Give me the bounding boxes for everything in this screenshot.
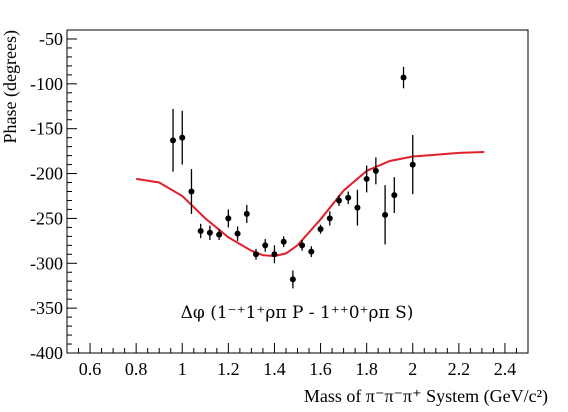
y-tick-label: -350 (30, 298, 63, 318)
phase-annotation: Δφ (1⁻⁺1⁺ρπ P - 1⁺⁺0⁺ρπ S) (181, 303, 414, 323)
data-point (234, 230, 241, 237)
data-point (179, 134, 186, 141)
data-point (225, 215, 232, 222)
x-tick-label: 1.6 (309, 359, 332, 379)
data-point (206, 229, 213, 236)
y-tick-label: -150 (30, 119, 63, 139)
data-point (299, 242, 306, 249)
x-tick-label: 2 (408, 359, 417, 379)
y-tick-label: -50 (39, 29, 63, 49)
x-tick-label: 2.4 (494, 359, 517, 379)
y-tick-label: -100 (30, 74, 63, 94)
data-point (382, 211, 389, 218)
x-tick-label: 1.8 (355, 359, 378, 379)
data-point (326, 215, 333, 222)
data-point (262, 242, 269, 249)
x-tick-label: 1.4 (263, 359, 286, 379)
data-point (409, 161, 416, 168)
data-point (271, 251, 278, 258)
fit-curve-layer (136, 151, 485, 258)
data-point (253, 251, 260, 258)
fit-curve (136, 151, 485, 258)
data-point (345, 194, 352, 201)
x-axis-title: Mass of π⁻π⁻π⁺ System (GeV/c²) (304, 386, 548, 407)
data-point (335, 197, 342, 204)
data-point (363, 175, 370, 182)
data-point (216, 231, 223, 238)
y-ticks: -50 -100 -150 -200 -250 -300 -350 -400 (30, 29, 77, 363)
data-point (188, 188, 195, 195)
data-point (372, 167, 379, 174)
y-axis-title: Phase (degrees) (0, 30, 21, 143)
data-point (308, 248, 315, 255)
data-point (354, 204, 361, 211)
y-tick-label: -250 (30, 208, 63, 228)
data-point (391, 192, 398, 199)
data-point (289, 276, 296, 283)
x-tick-label: 0.8 (125, 359, 148, 379)
data-point (170, 137, 177, 144)
x-tick-label: 2.2 (448, 359, 471, 379)
data-point (243, 210, 250, 217)
y-tick-label: -300 (30, 253, 63, 273)
data-point (400, 74, 407, 81)
data-point (197, 227, 204, 234)
x-tick-label: 1 (178, 359, 187, 379)
x-ticks: 0.6 0.8 1 1.2 1.4 1.6 1.8 2 2.2 2.4 (66, 343, 529, 379)
data-point (280, 238, 287, 245)
y-tick-label: -400 (30, 343, 63, 363)
x-tick-label: 0.6 (79, 359, 102, 379)
data-point (317, 226, 324, 233)
data-points-layer (170, 66, 416, 289)
y-tick-label: -200 (30, 164, 63, 184)
x-tick-label: 1.2 (217, 359, 240, 379)
